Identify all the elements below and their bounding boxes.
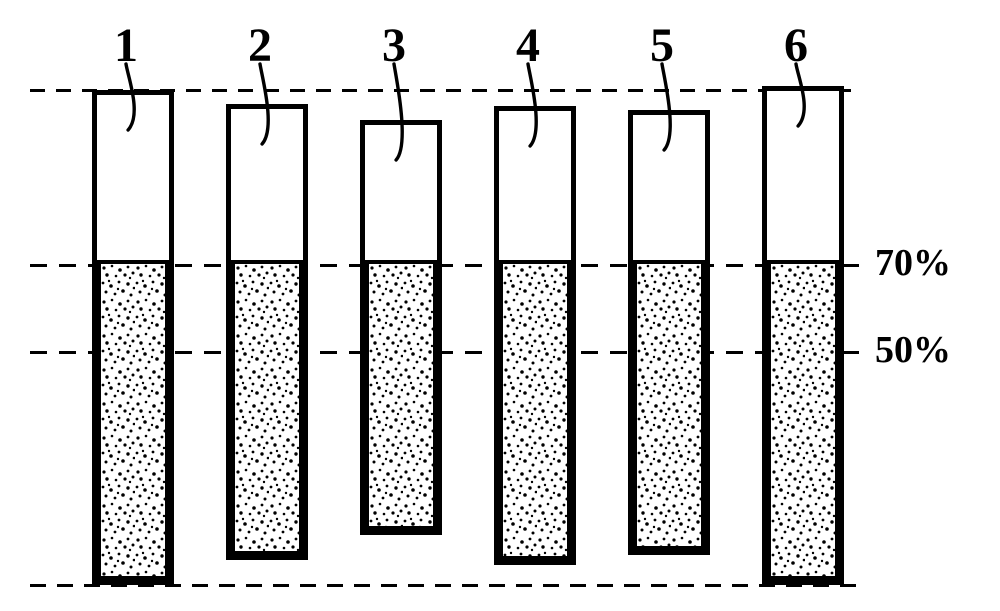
bar-fill-4 bbox=[499, 260, 571, 560]
bar-fill-5 bbox=[633, 260, 705, 550]
bar-1 bbox=[92, 90, 174, 585]
bar-fill-2 bbox=[231, 260, 303, 555]
pointer-3 bbox=[374, 60, 416, 168]
bar-fill-6 bbox=[767, 260, 839, 580]
pointer-6 bbox=[776, 60, 818, 134]
chart-root: 123456 70% 50% bbox=[0, 0, 1000, 611]
axis-label-pct50: 50% bbox=[875, 328, 951, 372]
pointer-5 bbox=[642, 60, 684, 158]
bar-5 bbox=[628, 110, 710, 555]
bar-3 bbox=[360, 120, 442, 535]
bar-fill-3 bbox=[365, 260, 437, 530]
bar-2 bbox=[226, 104, 308, 560]
pointer-4 bbox=[508, 60, 550, 154]
axis-label-pct70: 70% bbox=[875, 241, 951, 285]
bar-fill-1 bbox=[97, 260, 169, 580]
pointer-2 bbox=[240, 60, 282, 152]
pointer-1 bbox=[106, 60, 148, 138]
bar-6 bbox=[762, 86, 844, 585]
plot-area: 123456 bbox=[30, 10, 860, 585]
bar-4 bbox=[494, 106, 576, 565]
